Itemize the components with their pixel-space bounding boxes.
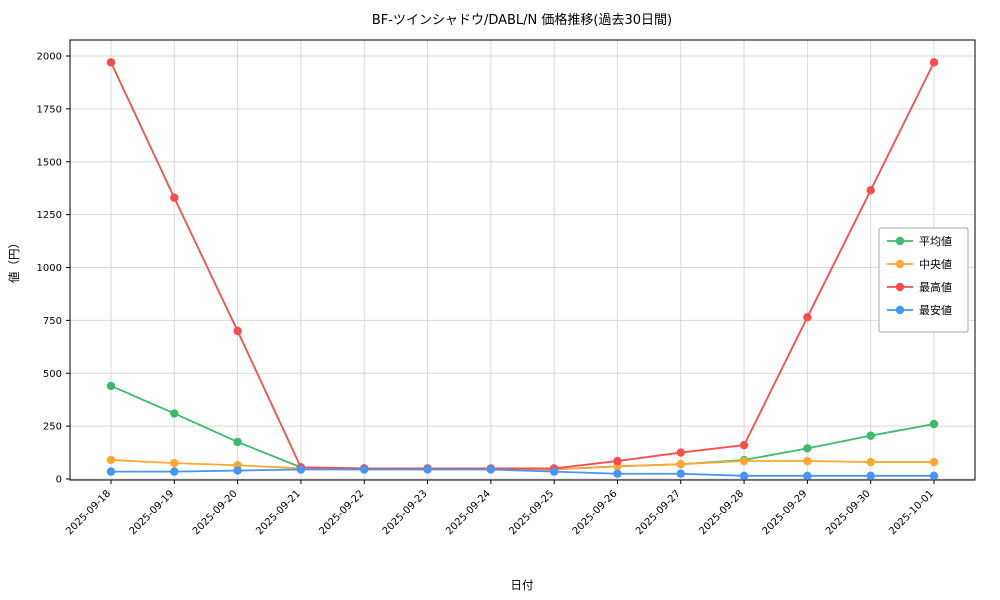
x-tick-label: 2025-09-21 [254,488,303,537]
gridlines [70,40,975,480]
x-tick-label: 2025-09-19 [128,488,177,537]
x-tick-label: 2025-09-18 [64,488,113,537]
legend-marker [895,259,905,269]
data-point [676,459,685,469]
x-tick-label: 2025-09-22 [317,488,366,537]
data-point [233,437,242,447]
data-point [866,431,875,440]
y-tick-label: 500 [43,369,62,380]
legend-label: 中央値 [919,258,952,271]
y-tick-label: 0 [56,475,62,486]
data-point [106,381,116,391]
data-point [929,457,939,467]
x-tick-label: 2025-09-29 [761,488,810,537]
x-tick-label: 2025-10-01 [887,488,936,537]
y-tick-label: 1500 [37,157,62,168]
data-point [106,467,116,476]
legend-item: 最安値 [887,303,952,317]
legend-marker [895,282,905,292]
data-point [803,456,812,466]
series-line-2 [106,58,939,473]
data-point [613,469,622,478]
x-tick-label: 2025-09-25 [507,488,556,537]
data-point [360,465,369,474]
data-point [739,440,749,450]
plot-frame [69,39,976,481]
y-tick-label: 1000 [37,263,62,274]
data-point [233,326,242,336]
data-point [866,471,875,481]
data-point [296,465,306,474]
data-point [929,58,939,67]
data-point [170,193,179,202]
data-point [106,58,116,67]
x-tick-label: 2025-09-28 [697,488,746,537]
x-tick-label: 2025-09-20 [191,488,240,537]
data-point [170,467,179,476]
data-point [170,458,179,468]
x-tick-label: 2025-09-26 [571,488,620,537]
data-point [549,467,559,476]
data-point [233,466,242,475]
data-point [929,419,939,429]
legend-label: 最安値 [919,303,952,317]
y-tick-label: 1250 [37,210,62,221]
y-axis-ticks: 0 250 500 750 1000 1250 1500 1750 2000 [37,52,70,486]
series-line-0 [106,381,939,474]
x-axis-ticks: 2025-09-18 2025-09-19 2025-09-20 2025-09-21… [64,480,936,537]
y-tick-label: 250 [43,422,62,433]
data-point [803,313,812,322]
y-tick-label: 750 [43,316,62,327]
legend-item: 中央値 [887,258,952,271]
legend-label: 最高値 [919,280,952,294]
data-point [739,471,749,481]
data-point [866,186,875,195]
y-tick-label: 2000 [37,52,62,63]
x-axis-label: 日付 [511,578,534,592]
data-point [106,455,116,465]
data-point [866,457,875,467]
data-point [803,471,812,481]
data-point [803,444,812,453]
x-tick-label: 2025-09-24 [444,488,493,537]
data-point [676,448,685,457]
legend-marker [895,305,905,315]
legend-item: 最高値 [887,280,952,294]
legend-item: 平均値 [887,235,952,248]
series-line-3 [106,465,939,481]
y-tick-label: 1750 [37,104,62,115]
legend-label: 平均値 [919,235,952,248]
data-point [486,465,496,474]
chart-title: BF-ツインシャドウ/DABL/N 価格推移(過去30日間) [372,12,672,28]
data-point [170,409,179,418]
legend-marker [895,236,905,246]
data-point [423,465,432,474]
y-axis-label: 値（円） [7,237,21,283]
x-tick-label: 2025-09-23 [381,488,430,537]
data-point [613,456,622,466]
data-point [929,471,939,481]
data-point [739,456,749,466]
x-tick-label: 2025-09-27 [634,488,683,537]
data-point [676,469,685,478]
x-tick-label: 2025-09-30 [824,488,873,537]
